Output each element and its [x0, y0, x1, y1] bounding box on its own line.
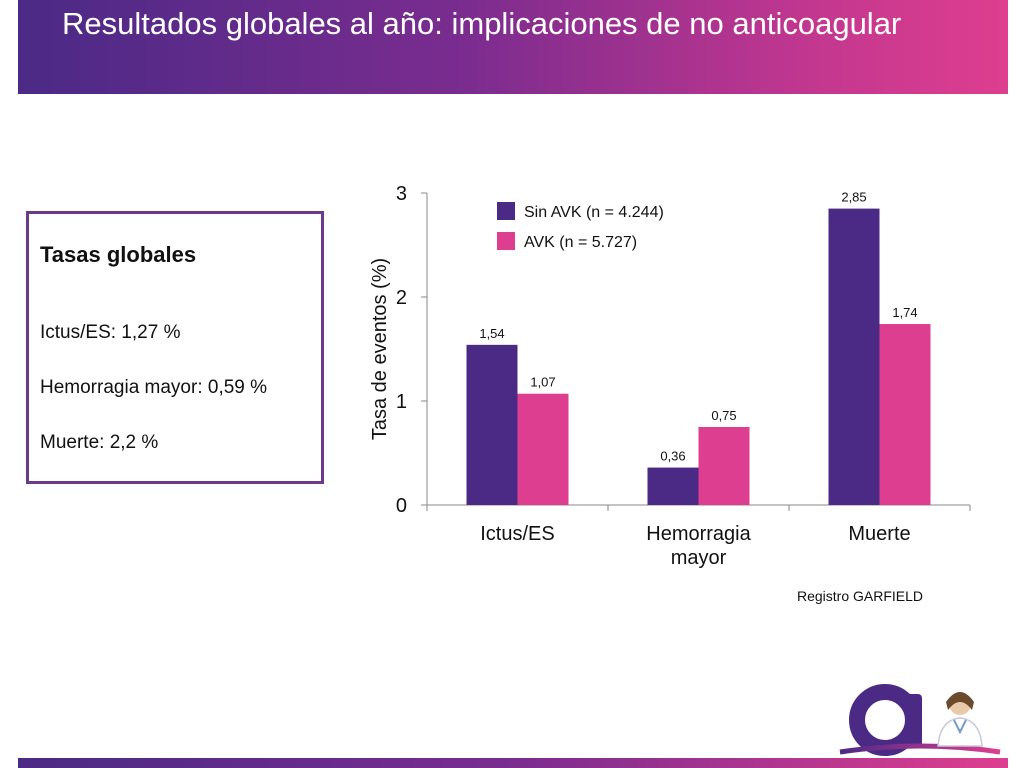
bar-value-label: 1,54	[479, 326, 504, 341]
y-tick-label: 1	[396, 391, 407, 413]
bar-value-label: 1,74	[892, 305, 917, 320]
summary-item-death: Muerte: 2,2 %	[40, 432, 159, 453]
x-tick-label: mayor	[671, 547, 727, 569]
x-tick-label: Ictus/ES	[480, 523, 554, 545]
letter-a-logo-with-doctor-icon	[839, 684, 1001, 756]
bar	[466, 344, 518, 505]
legend-label: Sin AVK (n = 4.244)	[524, 204, 664, 221]
y-tick-label: 0	[396, 495, 407, 517]
source-note: Registro GARFIELD	[797, 588, 924, 604]
legend-swatch	[497, 232, 515, 250]
title-bar: Resultados globales al año: implicacione…	[18, 0, 1008, 94]
chart-container: 0 1 2 3 Tasa de eventos (%) 1,54 1,07 Ictus/ES 0…	[340, 170, 980, 590]
bar	[879, 324, 931, 505]
legend-label: AVK (n = 5.727)	[524, 234, 637, 251]
summary-item-stroke: Ictus/ES: 1,27 %	[40, 322, 181, 343]
legend-swatch	[497, 202, 515, 220]
bar	[828, 208, 880, 505]
bar-value-label: 2,85	[841, 190, 866, 205]
y-axis-title: Tasa de eventos (%)	[369, 258, 391, 440]
y-tick-label: 2	[396, 287, 407, 309]
bar	[517, 393, 569, 505]
summary-heading: Tasas globales	[40, 242, 197, 267]
x-tick-label: Muerte	[848, 523, 910, 545]
bar	[647, 467, 699, 505]
x-tick-label: Hemorragia	[646, 523, 751, 545]
y-tick-label: 3	[396, 183, 407, 205]
bar-value-label: 1,07	[530, 375, 555, 390]
bottom-bar	[18, 758, 1008, 768]
bar-value-label: 0,75	[711, 408, 736, 423]
bar-value-label: 0,36	[660, 449, 685, 464]
summary-item-bleeding: Hemorragia mayor: 0,59 %	[40, 377, 268, 398]
slide-title: Resultados globales al año: implicacione…	[62, 6, 902, 41]
bar	[698, 427, 750, 505]
bar-chart: 0 1 2 3 Tasa de eventos (%) 1,54 1,07 Ictus/ES 0…	[369, 183, 971, 569]
summary-box: Tasas globales Ictus/ES: 1,27 % Hemorrag…	[26, 211, 324, 484]
